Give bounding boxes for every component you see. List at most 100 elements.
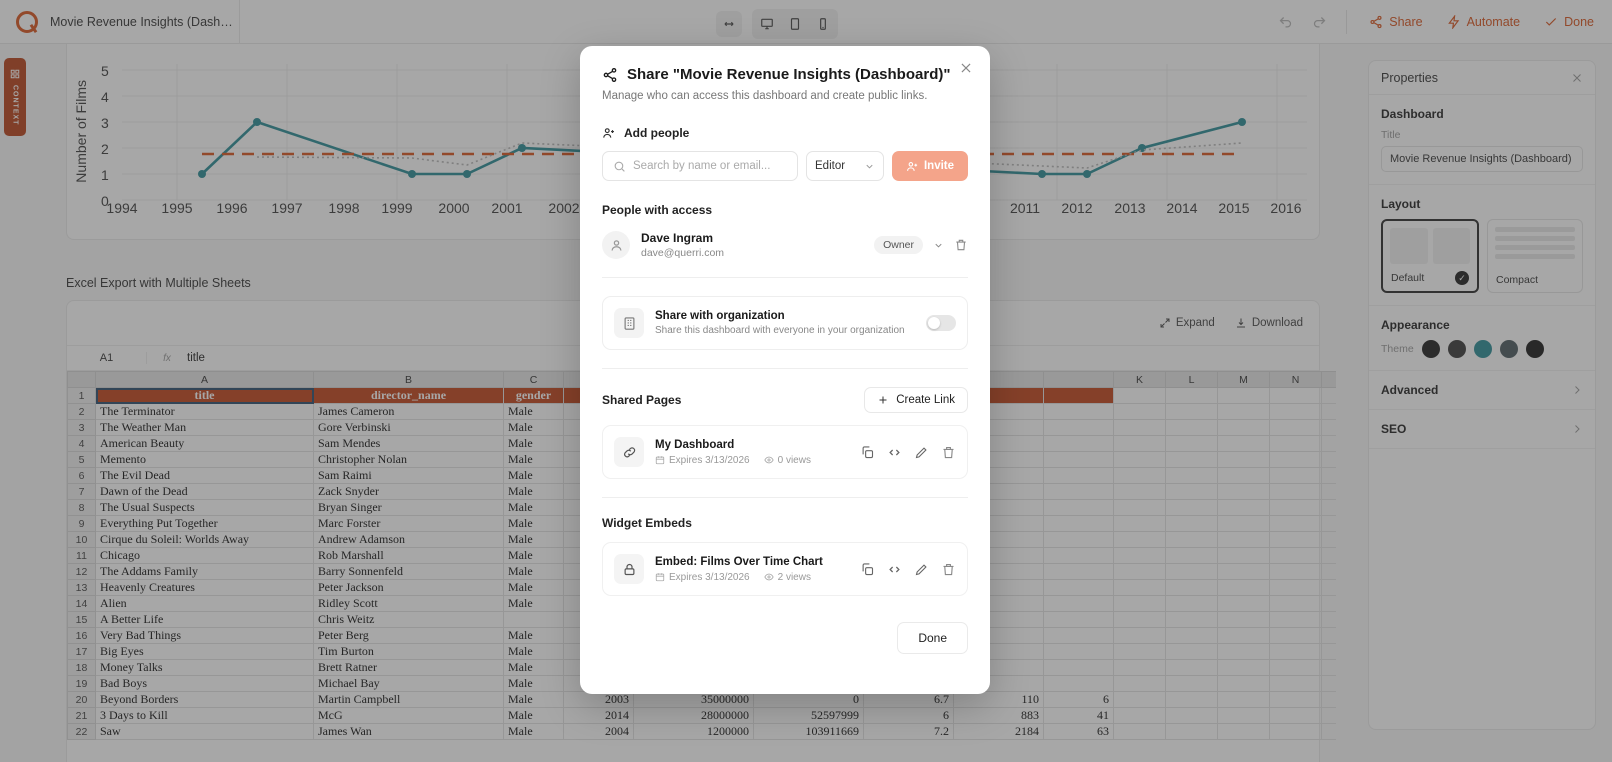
- download-button[interactable]: Download: [1235, 317, 1303, 329]
- people-search-input[interactable]: Search by name or email...: [602, 151, 798, 181]
- copy-icon[interactable]: [860, 562, 875, 577]
- row-number[interactable]: 8: [67, 499, 96, 516]
- dashboard-title-input[interactable]: Movie Revenue Insights (Dashboard): [1381, 146, 1583, 172]
- cell-title[interactable]: Heavenly Creatures: [95, 579, 314, 596]
- cell-director[interactable]: James Wan: [313, 723, 504, 740]
- code-icon[interactable]: [887, 562, 902, 577]
- row-number[interactable]: 12: [67, 563, 96, 580]
- cell-metric-4[interactable]: 63: [1043, 723, 1114, 740]
- row-number[interactable]: 2: [67, 403, 96, 420]
- header-cell-title[interactable]: title: [95, 387, 314, 404]
- cell-metric-2[interactable]: 7.2: [863, 723, 954, 740]
- seo-section[interactable]: SEO: [1369, 410, 1595, 449]
- redo-icon[interactable]: [1304, 7, 1334, 37]
- desktop-icon[interactable]: [754, 11, 780, 37]
- cell-gender[interactable]: Male: [503, 723, 564, 740]
- cell-title[interactable]: Beyond Borders: [95, 691, 314, 708]
- share-with-organization-card[interactable]: Share with organization Share this dashb…: [602, 296, 968, 350]
- row-number[interactable]: 13: [67, 579, 96, 596]
- delete-icon[interactable]: [941, 445, 956, 460]
- edit-icon[interactable]: [914, 445, 929, 460]
- row-number[interactable]: 1: [67, 387, 96, 404]
- header-cell-gender[interactable]: gender: [503, 387, 564, 404]
- share-button[interactable]: Share: [1359, 9, 1432, 35]
- cell-director[interactable]: Ridley Scott: [313, 595, 504, 612]
- row-number[interactable]: 16: [67, 627, 96, 644]
- advanced-section[interactable]: Advanced: [1369, 371, 1595, 410]
- row-number[interactable]: 21: [67, 707, 96, 724]
- done-button[interactable]: Done: [1534, 9, 1604, 35]
- automate-button[interactable]: Automate: [1437, 9, 1531, 35]
- role-select[interactable]: Editor: [806, 151, 884, 181]
- delete-icon[interactable]: [941, 562, 956, 577]
- cell-gender[interactable]: Male: [503, 675, 564, 692]
- row-number[interactable]: 18: [67, 659, 96, 676]
- theme-swatch-1[interactable]: [1421, 340, 1440, 358]
- cell-director[interactable]: Barry Sonnenfeld: [313, 563, 504, 580]
- cell-gender[interactable]: Male: [503, 691, 564, 708]
- cell-gender[interactable]: Male: [503, 467, 564, 484]
- row-number[interactable]: 14: [67, 595, 96, 612]
- cell-director[interactable]: Peter Berg: [313, 627, 504, 644]
- formula-input[interactable]: title: [187, 352, 205, 364]
- organization-toggle[interactable]: [926, 315, 956, 331]
- cell-year[interactable]: 2004: [563, 723, 634, 740]
- cell-director[interactable]: Martin Campbell: [313, 691, 504, 708]
- mobile-icon[interactable]: [810, 11, 836, 37]
- code-icon[interactable]: [887, 445, 902, 460]
- close-icon[interactable]: [1571, 72, 1583, 84]
- col-N[interactable]: N: [1269, 371, 1322, 388]
- cell-metric-0[interactable]: 28000000: [633, 707, 754, 724]
- layout-option-default[interactable]: Default ✓: [1381, 219, 1479, 293]
- cell-gender[interactable]: Male: [503, 419, 564, 436]
- theme-swatch-4[interactable]: [1499, 340, 1518, 358]
- cell-title[interactable]: Dawn of the Dead: [95, 483, 314, 500]
- cell-gender[interactable]: Male: [503, 499, 564, 516]
- cell-director[interactable]: Bryan Singer: [313, 499, 504, 516]
- delete-icon[interactable]: [954, 238, 968, 252]
- row-number[interactable]: 15: [67, 611, 96, 628]
- cell-title[interactable]: Everything Put Together: [95, 515, 314, 532]
- cell-metric-0[interactable]: 1200000: [633, 723, 754, 740]
- cell-empty-4[interactable]: [1321, 723, 1336, 740]
- tablet-icon[interactable]: [782, 11, 808, 37]
- theme-swatch-3[interactable]: [1473, 340, 1492, 358]
- widget-embed-item[interactable]: Embed: Films Over Time Chart Expires 3/1…: [602, 542, 968, 596]
- undo-icon[interactable]: [1270, 7, 1300, 37]
- col-L[interactable]: L: [1165, 371, 1218, 388]
- cell-gender[interactable]: Male: [503, 451, 564, 468]
- create-link-button[interactable]: Create Link: [864, 387, 968, 413]
- theme-swatch-5[interactable]: [1525, 340, 1544, 358]
- cell-title[interactable]: Cirque du Soleil: Worlds Away: [95, 531, 314, 548]
- col-O[interactable]: O: [1321, 371, 1336, 388]
- modal-done-button[interactable]: Done: [897, 622, 968, 654]
- shared-page-item[interactable]: My Dashboard Expires 3/13/2026 0 views: [602, 425, 968, 479]
- context-rail-tab[interactable]: CONTEXT: [4, 58, 26, 136]
- cell-metric-1[interactable]: 103911669: [753, 723, 864, 740]
- expand-button[interactable]: Expand: [1159, 317, 1215, 329]
- row-number[interactable]: 7: [67, 483, 96, 500]
- row-number[interactable]: 4: [67, 435, 96, 452]
- row-number[interactable]: 3: [67, 419, 96, 436]
- edit-icon[interactable]: [914, 562, 929, 577]
- row-number[interactable]: 10: [67, 531, 96, 548]
- row-number[interactable]: 5: [67, 451, 96, 468]
- modal-close-icon[interactable]: [956, 58, 976, 78]
- layout-option-compact[interactable]: Compact: [1487, 219, 1583, 293]
- cell-title[interactable]: Very Bad Things: [95, 627, 314, 644]
- row-number[interactable]: 20: [67, 691, 96, 708]
- responsive-width-icon[interactable]: [716, 11, 742, 37]
- theme-swatch-2[interactable]: [1447, 340, 1466, 358]
- chevron-down-icon[interactable]: [933, 240, 944, 251]
- cell-gender[interactable]: Male: [503, 659, 564, 676]
- row-number[interactable]: 17: [67, 643, 96, 660]
- cell-name-box[interactable]: A1: [67, 352, 147, 364]
- cell-director[interactable]: Tim Burton: [313, 643, 504, 660]
- row-number[interactable]: 11: [67, 547, 96, 564]
- table-row[interactable]: 20 Beyond Borders Martin Campbell Male 2003 3…: [67, 691, 1336, 708]
- person-role-badge[interactable]: Owner: [874, 236, 923, 254]
- cell-title[interactable]: The Terminator: [95, 403, 314, 420]
- table-row[interactable]: 22 Saw James Wan Male 2004 1200000 103911669 7.…: [67, 723, 1336, 740]
- copy-icon[interactable]: [860, 445, 875, 460]
- invite-button[interactable]: Invite: [892, 151, 968, 181]
